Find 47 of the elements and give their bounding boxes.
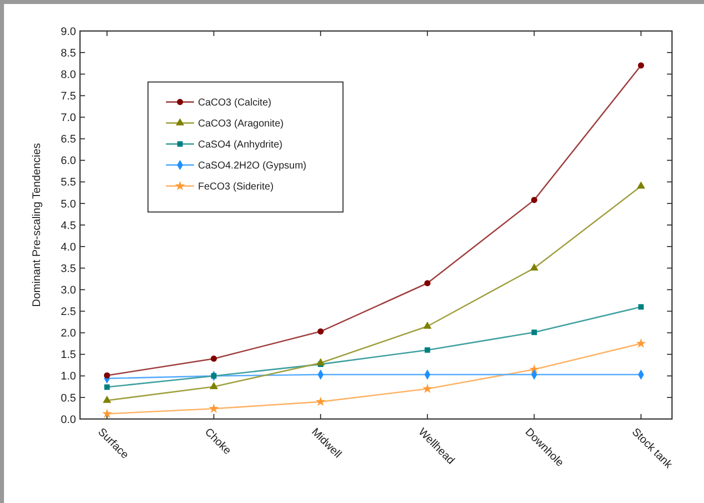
point xyxy=(422,384,432,394)
y-tick-label: 4.0 xyxy=(60,241,76,254)
legend-label: FeCO3 (Siderite) xyxy=(198,182,274,192)
y-tick-label: 8.0 xyxy=(60,68,76,81)
point xyxy=(104,384,110,390)
y-tick-label: 1.0 xyxy=(60,370,76,383)
point xyxy=(636,181,646,189)
y-tick-label: 6.5 xyxy=(60,134,76,146)
point xyxy=(316,358,325,366)
point xyxy=(210,356,217,362)
y-tick-label: 3.0 xyxy=(60,284,76,297)
y-tick-label: 8.5 xyxy=(60,47,76,60)
point xyxy=(211,373,217,379)
y-tick-label: 7.5 xyxy=(60,90,76,103)
point xyxy=(102,396,112,403)
y-tick-label: 7.0 xyxy=(60,112,76,124)
point xyxy=(104,372,110,379)
point xyxy=(531,330,537,336)
point xyxy=(530,263,538,271)
y-tick-label: 5.5 xyxy=(60,176,76,189)
point xyxy=(102,408,112,418)
point xyxy=(316,396,326,406)
point xyxy=(636,338,646,348)
y-tick-label: 2.0 xyxy=(60,328,76,340)
legend-label: CaCO3 (Calcite) xyxy=(198,98,272,108)
y-tick-label: 1.5 xyxy=(60,349,76,362)
y-tick-label: 9.0 xyxy=(60,26,76,38)
y-axis-title: Dominant Pre-scaling Tendencies xyxy=(31,142,43,307)
legend-label: CaSO4.2H2O (Gypsum) xyxy=(198,160,306,172)
y-tick-label: 2.5 xyxy=(60,306,76,318)
point xyxy=(638,304,644,310)
point xyxy=(208,403,219,413)
y-tick-label: 4.5 xyxy=(60,220,76,232)
point xyxy=(531,196,538,204)
y-tick-label: 3.5 xyxy=(60,262,76,275)
y-tick-label: 6.0 xyxy=(60,155,76,168)
point xyxy=(210,382,218,390)
legend-label: CaSO4 (Anhydrite) xyxy=(198,140,282,150)
point xyxy=(424,280,430,286)
legend-label: CaCO3 (Aragonite) xyxy=(198,118,284,130)
point xyxy=(638,62,644,69)
y-tick-label: 5.0 xyxy=(60,198,76,210)
y-tick-label: 0.0 xyxy=(60,414,76,426)
point xyxy=(424,347,430,353)
point xyxy=(318,328,324,335)
point xyxy=(423,322,432,329)
y-tick-label: 0.5 xyxy=(60,392,76,404)
